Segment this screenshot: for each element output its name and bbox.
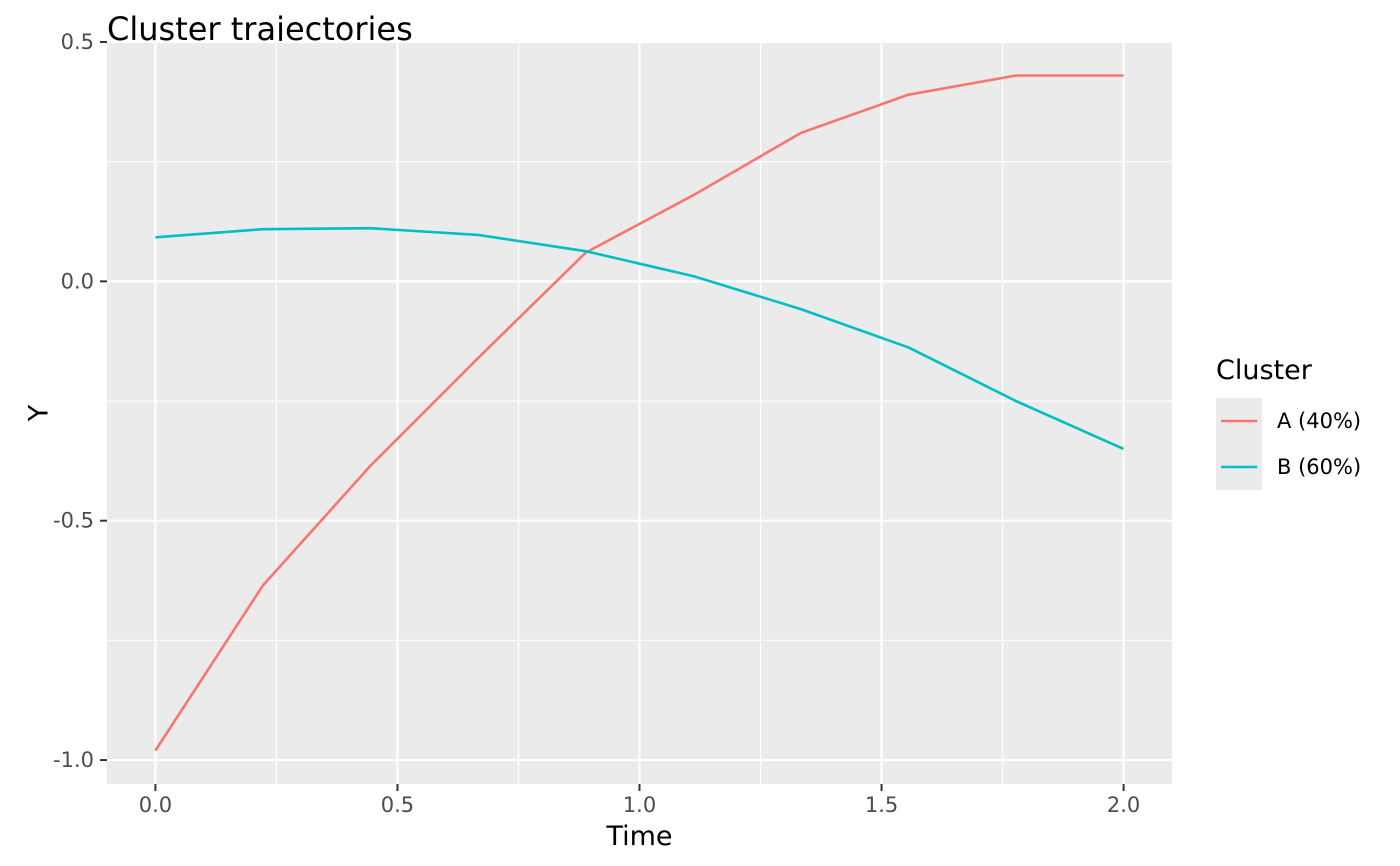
- major-gridlines: [107, 40, 1172, 784]
- x-tick-label: 1.5: [865, 793, 898, 817]
- legend-label: A (40%): [1277, 409, 1361, 433]
- y-tick-label: 0.0: [61, 269, 94, 293]
- x-axis-title: Time: [605, 821, 672, 852]
- x-tick-label: 0.0: [139, 793, 172, 817]
- legend: Cluster A (40%) B (60%): [1216, 355, 1361, 490]
- legend-label: B (60%): [1277, 455, 1361, 479]
- series-lines: [154, 74, 1125, 752]
- series-line-a: [154, 74, 1124, 752]
- x-tick-label: 0.5: [381, 793, 414, 817]
- x-axis: 0.0 0.5 1.0 1.5 2.0: [139, 784, 1140, 817]
- y-axis-title: Y: [23, 404, 54, 422]
- y-tick-label: -1.0: [53, 748, 94, 772]
- x-tick-label: 2.0: [1107, 793, 1140, 817]
- legend-title: Cluster: [1216, 355, 1313, 386]
- y-axis: 0.5 0.0 -0.5 -1.0: [53, 30, 107, 772]
- y-tick-label: 0.5: [61, 30, 94, 54]
- y-tick-label: -0.5: [53, 509, 94, 533]
- x-tick-label: 1.0: [623, 793, 656, 817]
- series-line-b: [155, 226, 1125, 451]
